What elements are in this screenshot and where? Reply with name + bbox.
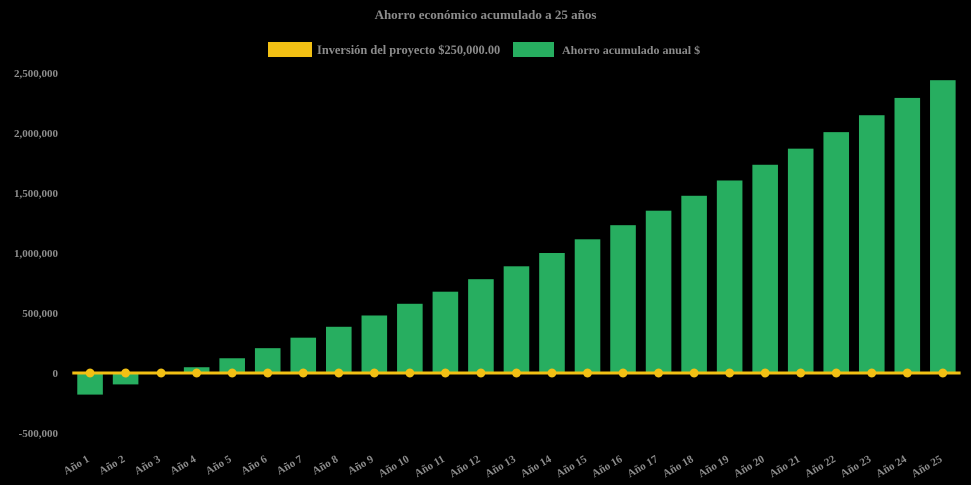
svg-text:1,500,000: 1,500,000 — [14, 188, 59, 200]
svg-text:Inversión del proyecto $250,00: Inversión del proyecto $250,000.00 — [317, 43, 500, 57]
svg-text:2,000,000: 2,000,000 — [14, 128, 59, 140]
svg-text:500,000: 500,000 — [22, 308, 58, 320]
svg-text:Ahorro económico acumulado a 2: Ahorro económico acumulado a 25 años — [375, 7, 597, 22]
svg-text:Ahorro acumulado anual $: Ahorro acumulado anual $ — [562, 43, 700, 57]
svg-text:2,500,000: 2,500,000 — [14, 68, 59, 80]
svg-text:-500,000: -500,000 — [19, 428, 59, 440]
svg-text:0: 0 — [53, 368, 59, 380]
svg-text:1,000,000: 1,000,000 — [14, 248, 59, 260]
